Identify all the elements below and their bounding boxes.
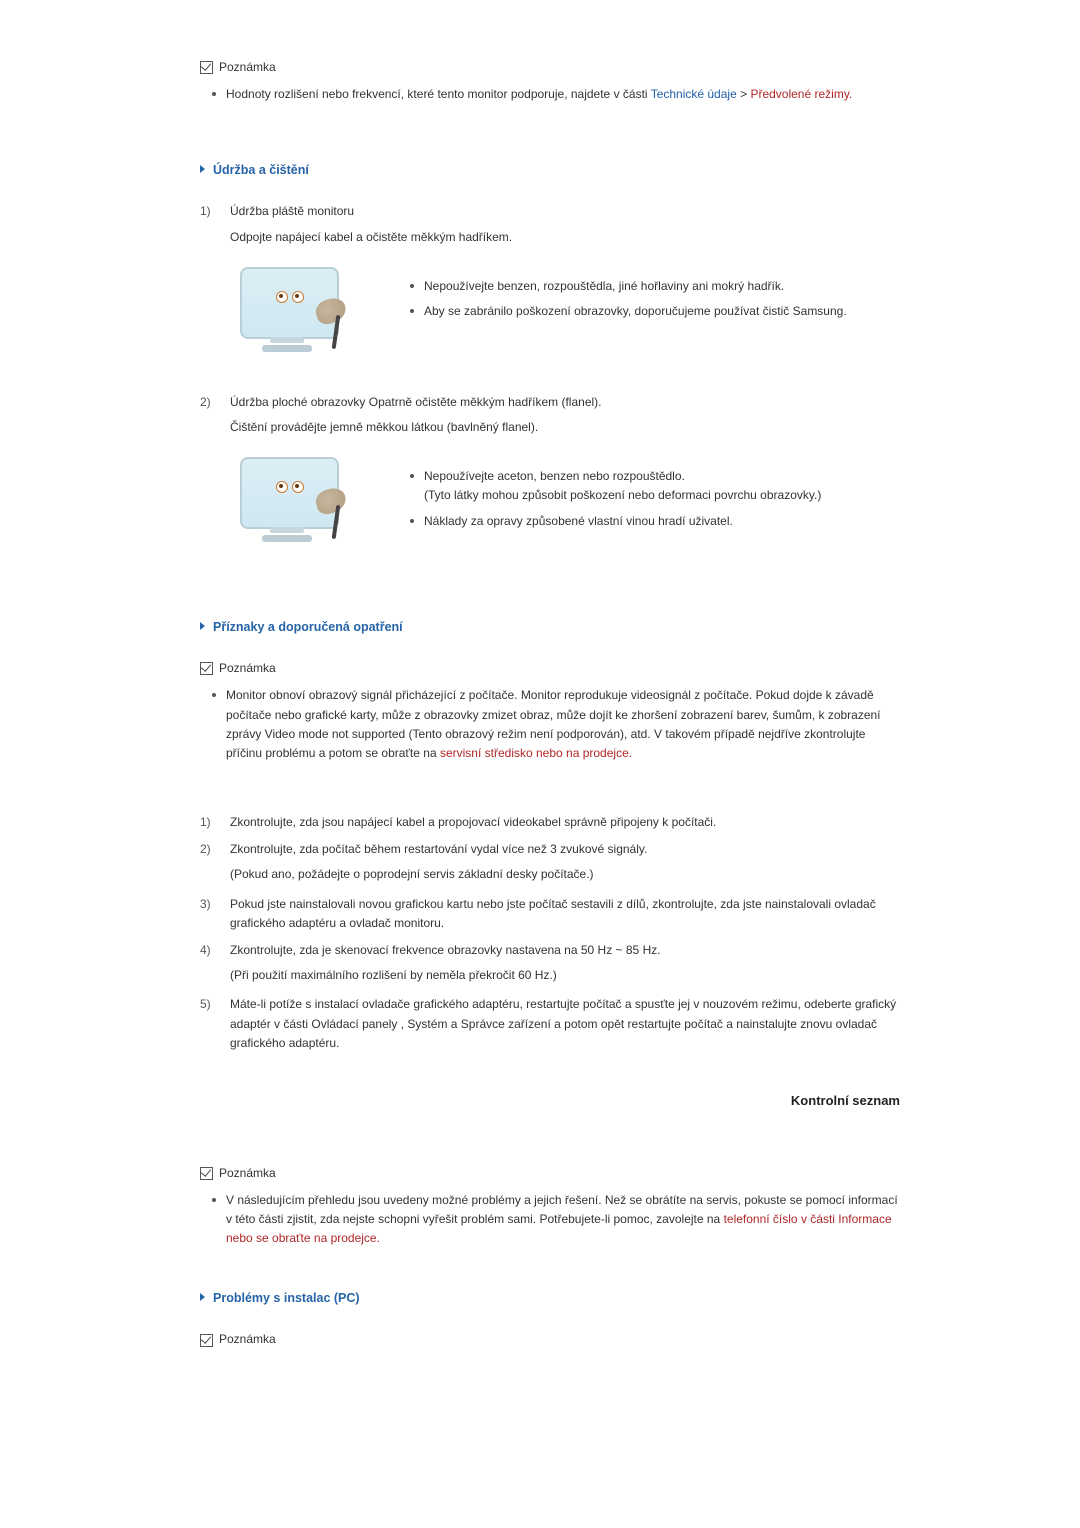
step-2: 2) Zkontrolujte, zda počítač během restar…	[200, 840, 900, 859]
check-icon	[200, 61, 213, 74]
bullet-dot-icon	[410, 474, 414, 478]
step-text: Zkontrolujte, zda počítač během restarto…	[230, 840, 900, 859]
link-service-center[interactable]: servisní středisko nebo na prodejce.	[440, 746, 632, 760]
num-2: 2)	[200, 393, 216, 412]
note-heading-4: Poznámka	[200, 1330, 900, 1349]
maint-item-1: 1) Údržba pláště monitoru	[200, 202, 900, 221]
monitor-cleaning-illustration-2	[230, 451, 380, 561]
section-problems-title: Problémy s instalac (PC)	[200, 1288, 900, 1308]
maint-item-2-heading: Údržba ploché obrazovky Opatrně očistěte…	[230, 393, 900, 412]
check-icon	[200, 1334, 213, 1347]
note-label: Poznámka	[219, 1164, 276, 1183]
step-sub: (Pokud ano, požádejte o poprodejní servi…	[230, 865, 900, 884]
illustration-row-1: Nepoužívejte benzen, rozpouštědla, jiné …	[230, 261, 900, 371]
note-label: Poznámka	[219, 659, 276, 678]
chevron-right-icon	[200, 622, 205, 630]
bullet-dot-icon	[410, 519, 414, 523]
bullet-dot-icon	[410, 284, 414, 288]
step-text: Zkontrolujte, zda je skenovací frekvence…	[230, 941, 900, 960]
note-heading-3: Poznámka	[200, 1164, 900, 1183]
chevron-right-icon	[200, 165, 205, 173]
step-text: Zkontrolujte, zda jsou napájecí kabel a …	[230, 813, 900, 832]
check-icon	[200, 1167, 213, 1180]
maint2-bullet-1: Nepoužívejte aceton, benzen nebo rozpouš…	[410, 467, 900, 505]
checklist-heading: Kontrolní seznam	[200, 1091, 900, 1112]
maint-item-2: 2) Údržba ploché obrazovky Opatrně očist…	[200, 393, 900, 412]
monitor-cleaning-illustration	[230, 261, 380, 371]
bullet-dot-icon	[212, 92, 216, 96]
note-label: Poznámka	[219, 1330, 276, 1349]
step-num: 2)	[200, 840, 216, 859]
maint-item-1-sub: Odpojte napájecí kabel a očistěte měkkým…	[230, 228, 900, 247]
step-num: 1)	[200, 813, 216, 832]
step-num: 5)	[200, 995, 216, 1053]
note-heading-2: Poznámka	[200, 659, 900, 678]
step-text: Pokud jste nainstalovali novou grafickou…	[230, 895, 900, 933]
note-heading-1: Poznámka	[200, 58, 900, 77]
intro-text: Hodnoty rozlišení nebo frekvencí, které …	[226, 85, 900, 104]
bullet-dot-icon	[212, 1198, 216, 1202]
chevron-right-icon	[200, 1293, 205, 1301]
bullet-dot-icon	[212, 693, 216, 697]
checklist-note-text: V následujícím přehledu jsou uvedeny mož…	[226, 1191, 900, 1249]
checklist-note-bullet: V následujícím přehledu jsou uvedeny mož…	[212, 1191, 900, 1249]
section-maintenance-title: Údržba a čištění	[200, 160, 900, 180]
symptoms-note-bullet: Monitor obnoví obrazový signál přicházej…	[212, 686, 900, 763]
illustration-row-2: Nepoužívejte aceton, benzen nebo rozpouš…	[230, 451, 900, 561]
maint2-bullet-2: Náklady za opravy způsobené vlastní vino…	[410, 512, 900, 531]
bullet-dot-icon	[410, 309, 414, 313]
check-icon	[200, 662, 213, 675]
num-1: 1)	[200, 202, 216, 221]
maint-item-1-heading: Údržba pláště monitoru	[230, 202, 900, 221]
symptoms-note-text: Monitor obnoví obrazový signál přicházej…	[226, 686, 900, 763]
step-text: Máte-li potíže s instalací ovladače graf…	[230, 995, 900, 1053]
step-num: 4)	[200, 941, 216, 960]
maint1-bullet-1: Nepoužívejte benzen, rozpouštědla, jiné …	[410, 277, 900, 296]
step-4: 4) Zkontrolujte, zda je skenovací frekven…	[200, 941, 900, 960]
step-num: 3)	[200, 895, 216, 933]
step-3: 3) Pokud jste nainstalovali novou grafick…	[200, 895, 900, 933]
maint1-bullet-2: Aby se zabránilo poškození obrazovky, do…	[410, 302, 900, 321]
step-5: 5)Máte-li potíže s instalací ovladače gr…	[200, 995, 900, 1053]
step-1: 1) Zkontrolujte, zda jsou napájecí kabel …	[200, 813, 900, 832]
maint-item-2-sub: Čištění provádějte jemně měkkou látkou (…	[230, 418, 900, 437]
link-preset-modes[interactable]: Předvolené režimy.	[750, 87, 852, 101]
link-tech-data[interactable]: Technické údaje	[651, 87, 737, 101]
note-label: Poznámka	[219, 58, 276, 77]
section-symptoms-title: Příznaky a doporučená opatření	[200, 617, 900, 637]
step-sub: (Při použití maximálního rozlišení by ne…	[230, 966, 900, 985]
intro-bullet: Hodnoty rozlišení nebo frekvencí, které …	[212, 85, 900, 104]
